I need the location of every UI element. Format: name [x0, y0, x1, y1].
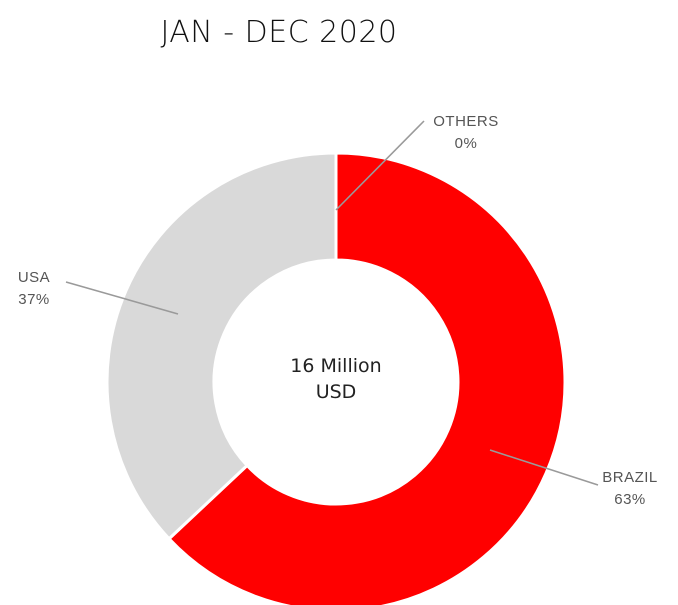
slice-label-others-name: OTHERS — [433, 113, 499, 130]
slice-label-usa-name: USA — [18, 269, 50, 286]
center-label: 16 Million USD — [290, 355, 381, 403]
center-label-line-1: 16 Million — [290, 355, 381, 377]
leader-line-usa — [65, 281, 179, 315]
leader-lines — [65, 120, 599, 486]
center-label-line-2: USD — [316, 381, 357, 403]
slice-label-brazil: BRAZIL 63% — [602, 469, 658, 508]
slice-label-others-value: 0% — [455, 135, 478, 152]
slice-label-brazil-name: BRAZIL — [602, 469, 658, 486]
slice-brazil — [166, 151, 567, 605]
slice-label-usa-value: 37% — [18, 291, 50, 308]
slice-label-others: OTHERS 0% — [433, 113, 499, 152]
slice-usa — [105, 151, 338, 541]
slice-label-brazil-value: 63% — [614, 491, 646, 508]
donut-slices — [105, 151, 567, 605]
slice-label-usa: USA 37% — [18, 269, 50, 308]
chart-title: JAN - DEC 2020 — [160, 15, 397, 50]
leader-line-others — [335, 120, 425, 211]
leader-line-brazil — [489, 449, 599, 486]
